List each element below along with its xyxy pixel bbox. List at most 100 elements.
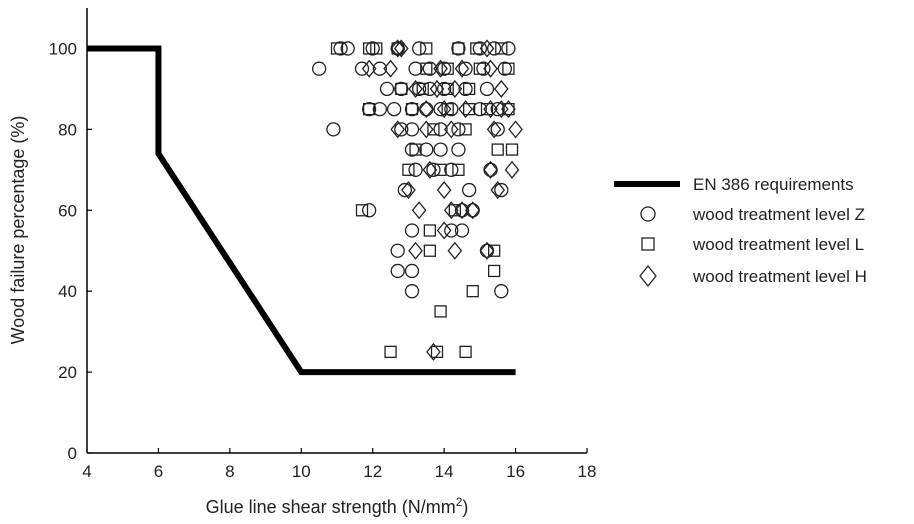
point-circle-z [436, 61, 452, 76]
point-diamond-h [479, 241, 495, 260]
point-circle-z [394, 81, 409, 97]
point-square-l [462, 82, 476, 96]
legend-series-h-label: wood treatment level H [692, 267, 867, 286]
point-circle-z [404, 101, 420, 117]
point-circle-z [361, 203, 377, 218]
x-tick-label: 6 [154, 462, 163, 481]
point-square-l [420, 42, 433, 55]
legend-series-z-label: wood treatment level Z [692, 205, 865, 224]
point-diamond-h [418, 120, 434, 139]
point-square-l [434, 305, 447, 318]
point-circle-z [372, 61, 388, 76]
point-diamond-h [493, 100, 509, 119]
point-circle-z [365, 41, 380, 56]
legend-diamond-marker [639, 264, 657, 288]
point-circle-z [451, 142, 466, 157]
point-circle-z [404, 263, 420, 279]
point-square-l [505, 143, 519, 156]
point-circle-z [390, 243, 405, 258]
point-diamond-h [493, 79, 509, 98]
point-circle-z [390, 263, 405, 279]
point-circle-z [326, 122, 341, 137]
point-diamond-h [401, 181, 416, 200]
point-circle-z [458, 61, 473, 76]
x-tick-label: 12 [363, 462, 382, 481]
point-diamond-h [429, 79, 445, 98]
point-square-l [370, 42, 383, 55]
legend-series-l-label: wood treatment level L [692, 235, 864, 254]
point-square-l [441, 82, 454, 96]
point-diamond-h [383, 59, 398, 78]
point-square-l [423, 244, 437, 257]
point-diamond-h [454, 59, 470, 78]
point-circle-z [501, 41, 516, 56]
legend-square-marker [641, 237, 655, 251]
point-square-l [487, 264, 501, 278]
point-diamond-h [393, 39, 409, 58]
x-tick-label: 8 [225, 462, 234, 481]
point-diamond-h [447, 79, 463, 98]
point-diamond-h [454, 201, 470, 220]
point-circle-z [408, 162, 423, 177]
point-square-l [480, 102, 494, 116]
point-circle-z [479, 243, 495, 258]
x-axis-label-end: ) [462, 497, 468, 517]
point-circle-z [472, 41, 488, 56]
requirement-line [87, 45, 516, 376]
point-diamond-h [361, 59, 377, 78]
point-square-l [448, 204, 462, 217]
x-axis-label: Glue line shear strength (N/mm2) [206, 495, 469, 517]
point-circle-z [433, 122, 448, 137]
point-diamond-h [408, 79, 423, 98]
point-square-l [355, 204, 369, 217]
point-diamond-h [483, 100, 498, 119]
point-circle-z [444, 101, 459, 117]
point-diamond-h [390, 120, 406, 139]
point-circle-z [436, 81, 452, 97]
x-tick-label: 14 [435, 462, 454, 481]
point-diamond-h [486, 120, 502, 139]
point-circle-z [404, 284, 420, 299]
y-axis-label: Wood failure percentage (%) [8, 116, 28, 345]
point-square-l [452, 163, 465, 176]
point-diamond-h [426, 342, 441, 361]
y-tick-label: 20 [58, 363, 77, 382]
point-circle-z [472, 101, 488, 117]
point-circle-z [411, 81, 427, 97]
point-diamond-h [433, 59, 448, 78]
point-circle-z [454, 223, 470, 238]
point-diamond-h [504, 160, 520, 179]
point-square-l [409, 143, 422, 156]
point-circle-z [419, 101, 434, 117]
point-circle-z [340, 41, 355, 56]
point-square-l [462, 102, 476, 116]
point-circle-z [422, 81, 438, 97]
point-diamond-h [422, 160, 438, 179]
point-circle-z [394, 122, 409, 137]
point-square-l [459, 123, 472, 136]
point-circle-z [458, 81, 473, 97]
point-circle-z [444, 162, 459, 177]
point-circle-z [422, 61, 438, 76]
point-square-l [391, 42, 404, 55]
point-circle-z [426, 162, 441, 177]
y-tick-label: 40 [58, 282, 77, 301]
x-tick-label: 10 [292, 462, 311, 481]
point-diamond-h [436, 100, 452, 119]
point-diamond-h [411, 201, 427, 220]
y-tick-label: 60 [58, 201, 77, 220]
point-square-l [473, 62, 487, 75]
point-circle-z [419, 142, 434, 157]
point-diamond-h [436, 221, 452, 240]
point-circle-z [451, 41, 466, 56]
point-circle-z [476, 61, 491, 76]
legend-requirement-label: EN 386 requirements [693, 175, 854, 194]
point-circle-z [494, 284, 509, 299]
x-tick-label: 18 [578, 462, 597, 481]
point-circle-z [379, 81, 395, 97]
point-circle-z [483, 162, 498, 177]
point-square-l [402, 163, 415, 176]
point-circle-z [497, 61, 513, 76]
point-circle-z [479, 81, 495, 97]
